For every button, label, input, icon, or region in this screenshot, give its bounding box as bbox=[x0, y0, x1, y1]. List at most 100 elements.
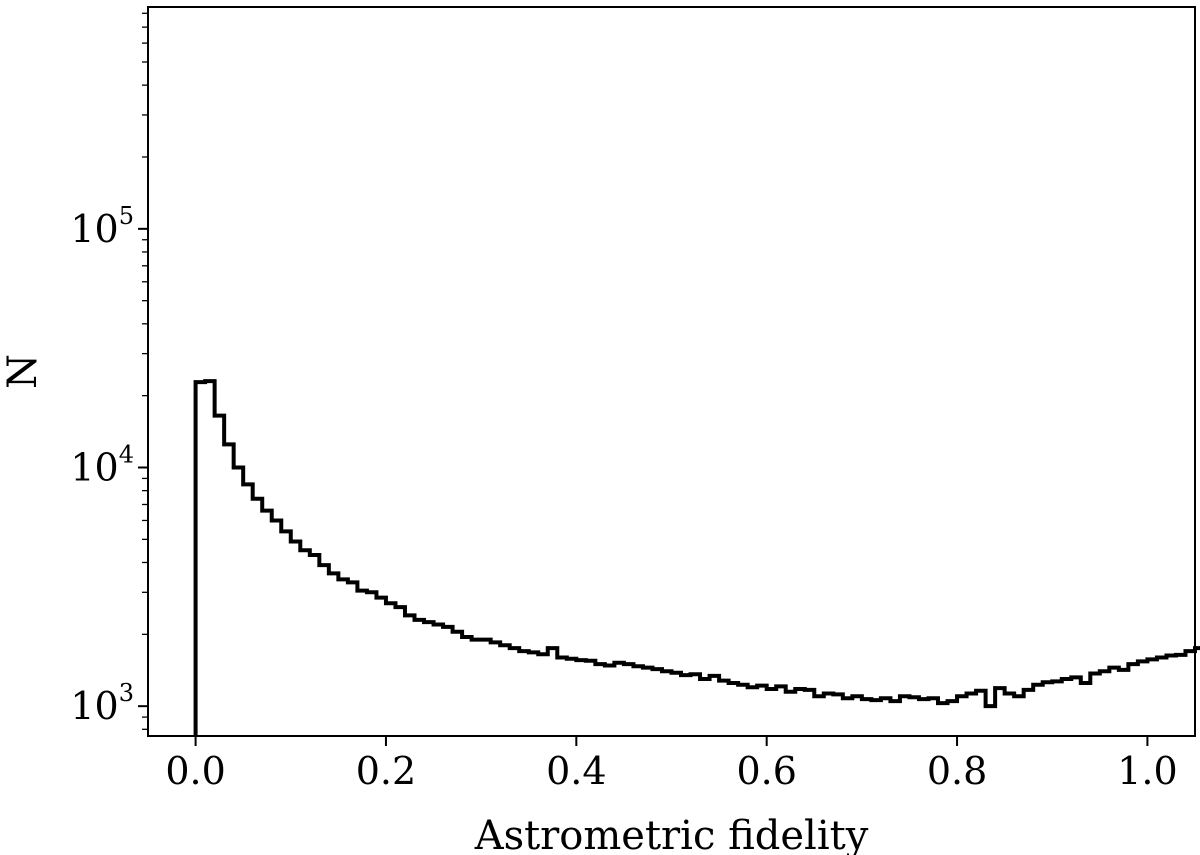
histogram-outline bbox=[193, 379, 1200, 736]
histogram-bin bbox=[890, 701, 900, 736]
histogram-bin bbox=[1157, 657, 1167, 736]
histogram-bin bbox=[272, 520, 282, 736]
histogram-bin bbox=[691, 674, 701, 736]
histogram-bin bbox=[767, 689, 777, 736]
histogram-bin bbox=[405, 615, 415, 736]
histogram-bin bbox=[234, 468, 244, 737]
histogram-bin bbox=[938, 703, 948, 736]
tick-marks bbox=[138, 12, 1149, 746]
histogram-bin bbox=[738, 685, 748, 736]
histogram-bin bbox=[500, 645, 510, 736]
histogram-bin bbox=[862, 699, 872, 736]
histogram-bin bbox=[662, 671, 672, 736]
histogram-bin bbox=[757, 686, 767, 736]
histogram-bin bbox=[567, 659, 577, 736]
plot-frame bbox=[147, 6, 1196, 737]
histogram-bin bbox=[1081, 683, 1091, 736]
histogram-bin bbox=[415, 620, 425, 736]
histogram-bin bbox=[443, 627, 453, 736]
histogram-bin bbox=[595, 664, 605, 736]
y-tick-label: 105 bbox=[70, 202, 134, 251]
histogram-bin bbox=[652, 669, 662, 736]
histogram-bin bbox=[281, 531, 291, 736]
histogram-bin bbox=[205, 381, 215, 736]
histogram-bin bbox=[719, 681, 729, 736]
histogram-bin bbox=[814, 696, 824, 736]
histogram-bin bbox=[576, 660, 586, 736]
histogram-bin bbox=[786, 692, 796, 736]
histogram-bin bbox=[881, 698, 891, 736]
histogram-bin bbox=[510, 648, 520, 736]
histogram-bin bbox=[424, 622, 434, 736]
x-tick-label: 0.2 bbox=[356, 749, 416, 793]
y-axis-label: N bbox=[0, 354, 46, 389]
histogram-bin bbox=[633, 666, 643, 736]
x-tick-label: 0.0 bbox=[165, 749, 225, 793]
histogram-bin bbox=[310, 555, 320, 736]
histogram-bin bbox=[1147, 659, 1157, 736]
histogram-bin bbox=[472, 640, 482, 736]
histogram-bin bbox=[1005, 694, 1015, 736]
x-tick-label: 1.0 bbox=[1117, 749, 1177, 793]
histogram-bin bbox=[776, 686, 786, 736]
histogram-bin bbox=[395, 607, 405, 736]
histogram-bin bbox=[986, 706, 996, 736]
histogram-bin bbox=[605, 666, 615, 736]
histogram-bin bbox=[614, 663, 624, 736]
x-tick-label: 0.4 bbox=[546, 749, 606, 793]
histogram-bin bbox=[672, 673, 682, 736]
histogram-bin bbox=[1033, 685, 1043, 736]
histogram-bin bbox=[348, 582, 358, 736]
histogram-bin bbox=[538, 654, 548, 736]
histogram-bin bbox=[319, 565, 329, 736]
histogram-bin bbox=[253, 499, 263, 736]
histogram-bin bbox=[1014, 696, 1024, 736]
histogram-bin bbox=[357, 591, 367, 736]
histogram-bin bbox=[748, 687, 758, 736]
histogram-bin bbox=[833, 694, 843, 736]
histogram-bin bbox=[1109, 668, 1119, 736]
histogram-bin bbox=[824, 694, 834, 736]
histogram-bin bbox=[291, 541, 301, 736]
histogram-bin bbox=[1100, 671, 1110, 736]
histogram-bin bbox=[262, 511, 272, 736]
histogram-bin bbox=[1185, 651, 1195, 736]
histogram-bin bbox=[329, 573, 339, 736]
histogram-bin bbox=[1119, 670, 1129, 736]
histogram-bin bbox=[386, 603, 396, 736]
histogram-bin bbox=[548, 648, 558, 736]
histogram-bin bbox=[852, 696, 862, 736]
histogram-bin bbox=[243, 484, 253, 736]
histogram-bin bbox=[481, 640, 491, 736]
histogram-bin bbox=[1052, 681, 1062, 736]
histogram-bin bbox=[215, 416, 225, 736]
x-tick-label: 0.6 bbox=[736, 749, 796, 793]
histogram-bin bbox=[1062, 679, 1072, 736]
histogram-bin bbox=[871, 700, 881, 736]
histogram-bin bbox=[948, 701, 958, 736]
histogram-bin bbox=[967, 694, 977, 736]
histogram-bin bbox=[681, 675, 691, 736]
x-tick-label: 0.8 bbox=[927, 749, 987, 793]
y-tick-label: 103 bbox=[70, 679, 134, 728]
histogram-bin bbox=[462, 637, 472, 736]
histogram-bin bbox=[909, 697, 919, 736]
histogram-bin bbox=[1071, 677, 1081, 736]
histogram-bin bbox=[1166, 656, 1176, 736]
histogram-bin bbox=[338, 579, 348, 736]
histogram-bin bbox=[367, 592, 377, 736]
histogram-bin bbox=[491, 642, 501, 736]
histogram-bin bbox=[453, 632, 463, 736]
histogram-bin bbox=[529, 652, 539, 736]
y-tick-label: 104 bbox=[70, 441, 134, 490]
histogram-bin bbox=[729, 683, 739, 736]
histogram-bin bbox=[519, 651, 529, 736]
histogram-bin bbox=[624, 664, 634, 736]
histogram-bin bbox=[919, 699, 929, 736]
histogram-bin bbox=[1128, 664, 1138, 736]
histogram-bin bbox=[843, 698, 853, 736]
histogram-bin bbox=[300, 550, 310, 736]
histogram-bin bbox=[1176, 655, 1186, 736]
histogram-bin bbox=[586, 661, 596, 736]
